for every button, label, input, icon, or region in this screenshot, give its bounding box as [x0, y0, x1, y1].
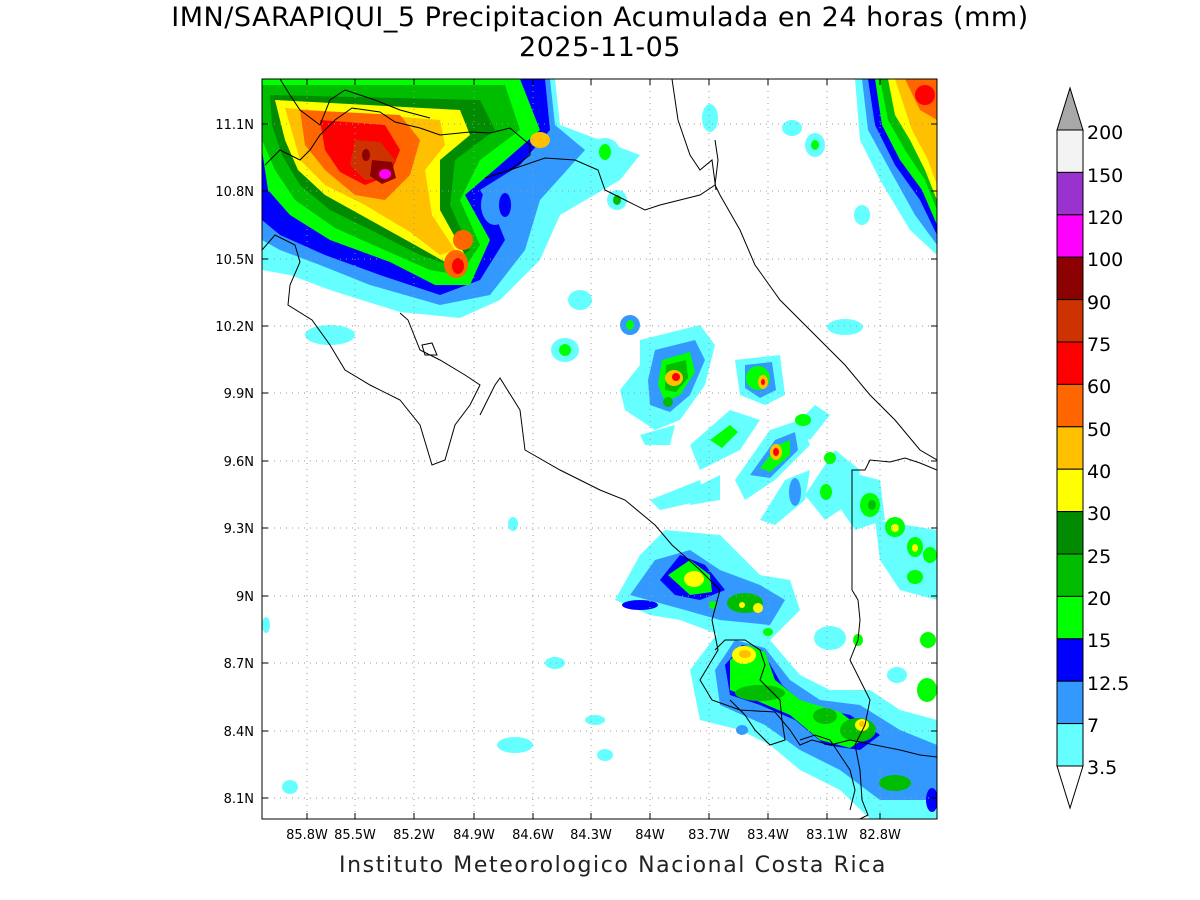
colorbar-swatch	[1056, 129, 1084, 173]
lon-label: 84W	[635, 828, 665, 843]
lat-label: 9.9N	[224, 387, 254, 402]
rain-area-central	[262, 104, 937, 819]
map-date: 2025-11-05	[519, 32, 681, 63]
lon-label: 83.7W	[688, 828, 730, 843]
colorbar-swatch	[1056, 383, 1084, 428]
lat-label: 8.4N	[224, 725, 254, 740]
colorbar-label: 7	[1087, 715, 1099, 737]
lon-label: 84.3W	[570, 828, 612, 843]
lon-label: 83.1W	[806, 828, 848, 843]
lon-label: 85.5W	[334, 828, 376, 843]
colorbar-swatch	[1056, 638, 1084, 682]
map-frame	[261, 78, 938, 820]
lat-label: 11.1N	[215, 118, 254, 133]
colorbar-label: 50	[1087, 419, 1111, 441]
lon-label: 83.4W	[747, 828, 789, 843]
colorbar-label: 15	[1087, 630, 1111, 652]
footer-credit: Instituto Meteorologico Nacional Costa R…	[339, 853, 887, 878]
lon-label: 85.8W	[286, 828, 328, 843]
colorbar-under-triangle	[1056, 765, 1084, 810]
longitude-axis: 85.8W 85.5W 85.2W 84.9W 84.6W 84.3W 84W …	[286, 828, 901, 843]
colorbar-swatch	[1056, 723, 1084, 767]
lat-label: 8.7N	[224, 657, 254, 672]
precipitation-field	[262, 79, 937, 819]
coastlines-and-borders	[262, 79, 937, 819]
lat-label: 9.6N	[224, 455, 254, 470]
latitude-axis: 11.1N 10.8N 10.5N 10.2N 9.9N 9.6N 9.3N 9…	[215, 118, 254, 807]
colorbar-label: 75	[1087, 334, 1111, 356]
lat-label: 9N	[236, 590, 254, 605]
lat-label: 10.5N	[215, 253, 254, 268]
colorbar-swatch	[1056, 680, 1084, 725]
colorbar-swatch	[1056, 299, 1084, 343]
colorbar-label: 90	[1087, 292, 1111, 314]
colorbar-label: 100	[1087, 249, 1123, 271]
colorbar-swatch	[1056, 341, 1084, 385]
lat-label: 8.1N	[224, 792, 254, 807]
colorbar-swatch	[1056, 426, 1084, 470]
colorbar-label: 30	[1087, 503, 1111, 525]
axis-ticks	[262, 79, 937, 819]
colorbar-label: 3.5	[1087, 757, 1117, 779]
colorbar: 200 150 120 100 90 75 60 50 40 30 25 20 …	[1056, 86, 1129, 810]
colorbar-label: 40	[1087, 461, 1111, 483]
colorbar-label: 12.5	[1087, 673, 1129, 695]
colorbar-label: 150	[1087, 165, 1123, 187]
colorbar-swatch	[1056, 214, 1084, 258]
colorbar-label: 25	[1087, 546, 1111, 568]
rain-area-northwest	[262, 79, 640, 345]
colorbar-swatch	[1056, 595, 1084, 640]
colorbar-swatch	[1056, 553, 1084, 597]
lat-label: 10.2N	[215, 320, 254, 335]
map-title: IMN/SARAPIQUI_5 Precipitacion Acumulada …	[171, 2, 1029, 33]
rain-area-northeast	[855, 79, 937, 255]
colorbar-label: 20	[1087, 588, 1111, 610]
colorbar-label: 200	[1087, 122, 1123, 144]
colorbar-swatch	[1056, 171, 1084, 216]
lon-label: 84.9W	[453, 828, 495, 843]
lon-label: 82.8W	[859, 828, 901, 843]
lon-label: 84.6W	[512, 828, 554, 843]
colorbar-label: 60	[1087, 376, 1111, 398]
colorbar-swatch	[1056, 511, 1084, 555]
lon-label: 85.2W	[393, 828, 435, 843]
lat-label: 10.8N	[215, 185, 254, 200]
colorbar-label: 120	[1087, 207, 1123, 229]
colorbar-over-triangle	[1056, 86, 1084, 131]
colorbar-swatch	[1056, 256, 1084, 301]
lat-label: 9.3N	[224, 522, 254, 537]
colorbar-swatch	[1056, 468, 1084, 513]
